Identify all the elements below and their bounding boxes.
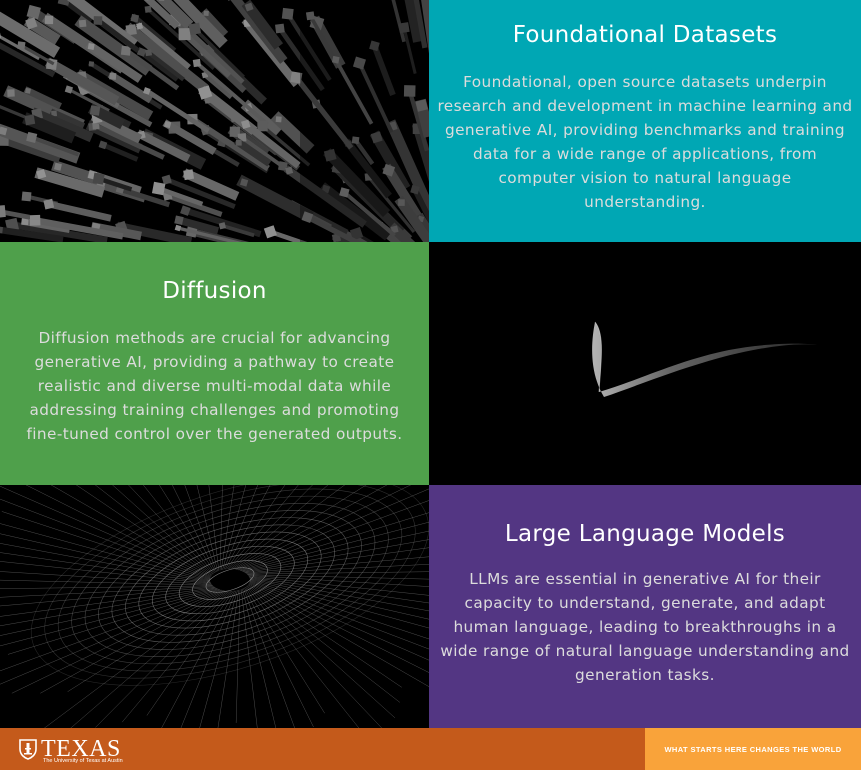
large-language-models-title: Large Language Models — [504, 521, 786, 547]
footer-tagline-bar: WHAT STARTS HERE CHANGES THE WORLD — [645, 728, 861, 770]
footer: TEXAS The University of Texas at Austin … — [0, 728, 861, 770]
line-mesh-artwork — [0, 485, 429, 728]
diffusion-title: Diffusion — [162, 278, 267, 304]
ribbon-artwork — [592, 321, 817, 397]
foundational-datasets-description: Foundational, open source datasets under… — [437, 73, 853, 211]
logo-subtitle: The University of Texas at Austin — [43, 758, 123, 764]
abstract-ribbon-icon — [429, 242, 861, 485]
diffusion-card: Diffusion Diffusion methods are crucial … — [0, 242, 429, 485]
foundational-datasets-title: Foundational Datasets — [512, 22, 778, 48]
foundational-datasets-card: Foundational Datasets Foundational, open… — [429, 0, 861, 242]
abstract-3d-bars-icon — [0, 0, 429, 242]
large-language-models-card: Large Language Models LLMs are essential… — [429, 485, 861, 728]
tagline: WHAT STARTS HERE CHANGES THE WORLD — [664, 744, 842, 754]
footer-brand-bar: TEXAS The University of Texas at Austin — [0, 728, 645, 770]
logo-wordmark: TEXAS — [41, 736, 121, 762]
topic-grid: Foundational Datasets Foundational, open… — [0, 0, 861, 728]
diffusion-description: Diffusion methods are crucial for advanc… — [26, 329, 403, 443]
large-language-models-description: LLMs are essential in generative AI for … — [440, 570, 850, 684]
bars-artwork — [0, 0, 429, 242]
texas-logo[interactable]: TEXAS — [18, 736, 121, 762]
abstract-line-mesh-icon — [0, 485, 429, 728]
tower-seal-icon — [19, 739, 37, 760]
